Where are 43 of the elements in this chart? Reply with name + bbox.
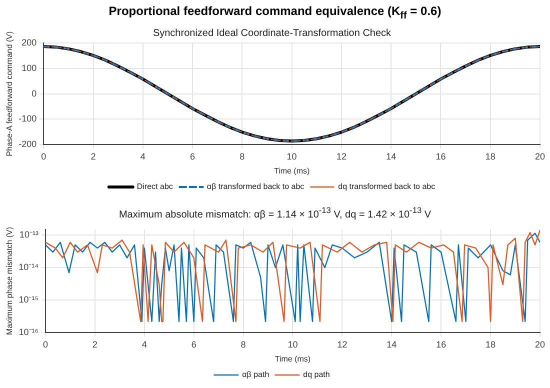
- legend-label: dq transformed back to abc: [338, 182, 436, 192]
- x-tick-label: 2: [92, 339, 98, 350]
- y-axis-title: Maximum phase mismatch (V): [5, 226, 14, 335]
- y-tick-label: -100: [18, 114, 37, 124]
- x-tick-label: 0: [42, 339, 48, 350]
- legend-label: dq path: [303, 370, 330, 379]
- chart-title: Proportional feedforward command equivalence (K$_{ff}$ = 0.6): [108, 3, 442, 24]
- x-tick-label: 14: [386, 152, 396, 162]
- x-tick-label: 16: [436, 339, 446, 350]
- x-tick-label: 12: [336, 152, 346, 162]
- x-tick-label: 16: [436, 152, 446, 162]
- x-axis-title: Time (ms): [274, 354, 311, 364]
- y-tick-label: 100: [22, 63, 37, 74]
- legend-label: Direct abc: [136, 182, 173, 192]
- x-tick-label: 18: [485, 152, 496, 162]
- x-tick-label: 20: [534, 152, 546, 162]
- y-tick-label: 10⁻¹⁶: [18, 326, 39, 337]
- y-tick-label: -200: [18, 139, 37, 150]
- x-tick-label: 20: [534, 339, 546, 350]
- x-axis-title: Time (ms): [274, 166, 310, 176]
- x-tick-label: 2: [90, 152, 96, 162]
- x-tick-label: 10: [286, 152, 297, 162]
- y-tick-label: 10⁻¹⁵: [18, 294, 39, 304]
- y-tick-label: 200: [22, 38, 37, 48]
- y-tick-label: 10⁻¹⁴: [18, 262, 39, 272]
- x-tick-label: 10: [288, 339, 298, 350]
- y-axis-title: Phase-A feedforward command (V): [5, 31, 14, 157]
- y-tick-label: 0: [32, 88, 37, 99]
- y-tick-label: 10⁻¹³: [19, 229, 38, 240]
- x-tick-label: 8: [240, 339, 246, 350]
- x-tick-label: 6: [191, 339, 196, 350]
- chart-subtitle: Synchronized Ideal Coordinate-Transformation Check: [152, 28, 392, 40]
- x-tick-label: 18: [486, 339, 496, 350]
- x-tick-label: 4: [142, 339, 147, 350]
- legend-label: αβ transformed back to abc: [206, 182, 304, 192]
- x-tick-label: 4: [140, 152, 146, 162]
- x-tick-label: 14: [386, 339, 397, 350]
- x-tick-label: 0: [41, 152, 46, 162]
- chart-title: Maximum absolute mismatch: αβ = 1.14 × 10$^{-13}$ V, dq = 1.42 × 10$^{-13}$ V: [118, 204, 432, 221]
- x-tick-label: 8: [240, 152, 245, 162]
- x-tick-label: 12: [337, 339, 348, 350]
- legend-label: αβ path: [242, 370, 270, 379]
- x-tick-label: 6: [190, 152, 196, 162]
